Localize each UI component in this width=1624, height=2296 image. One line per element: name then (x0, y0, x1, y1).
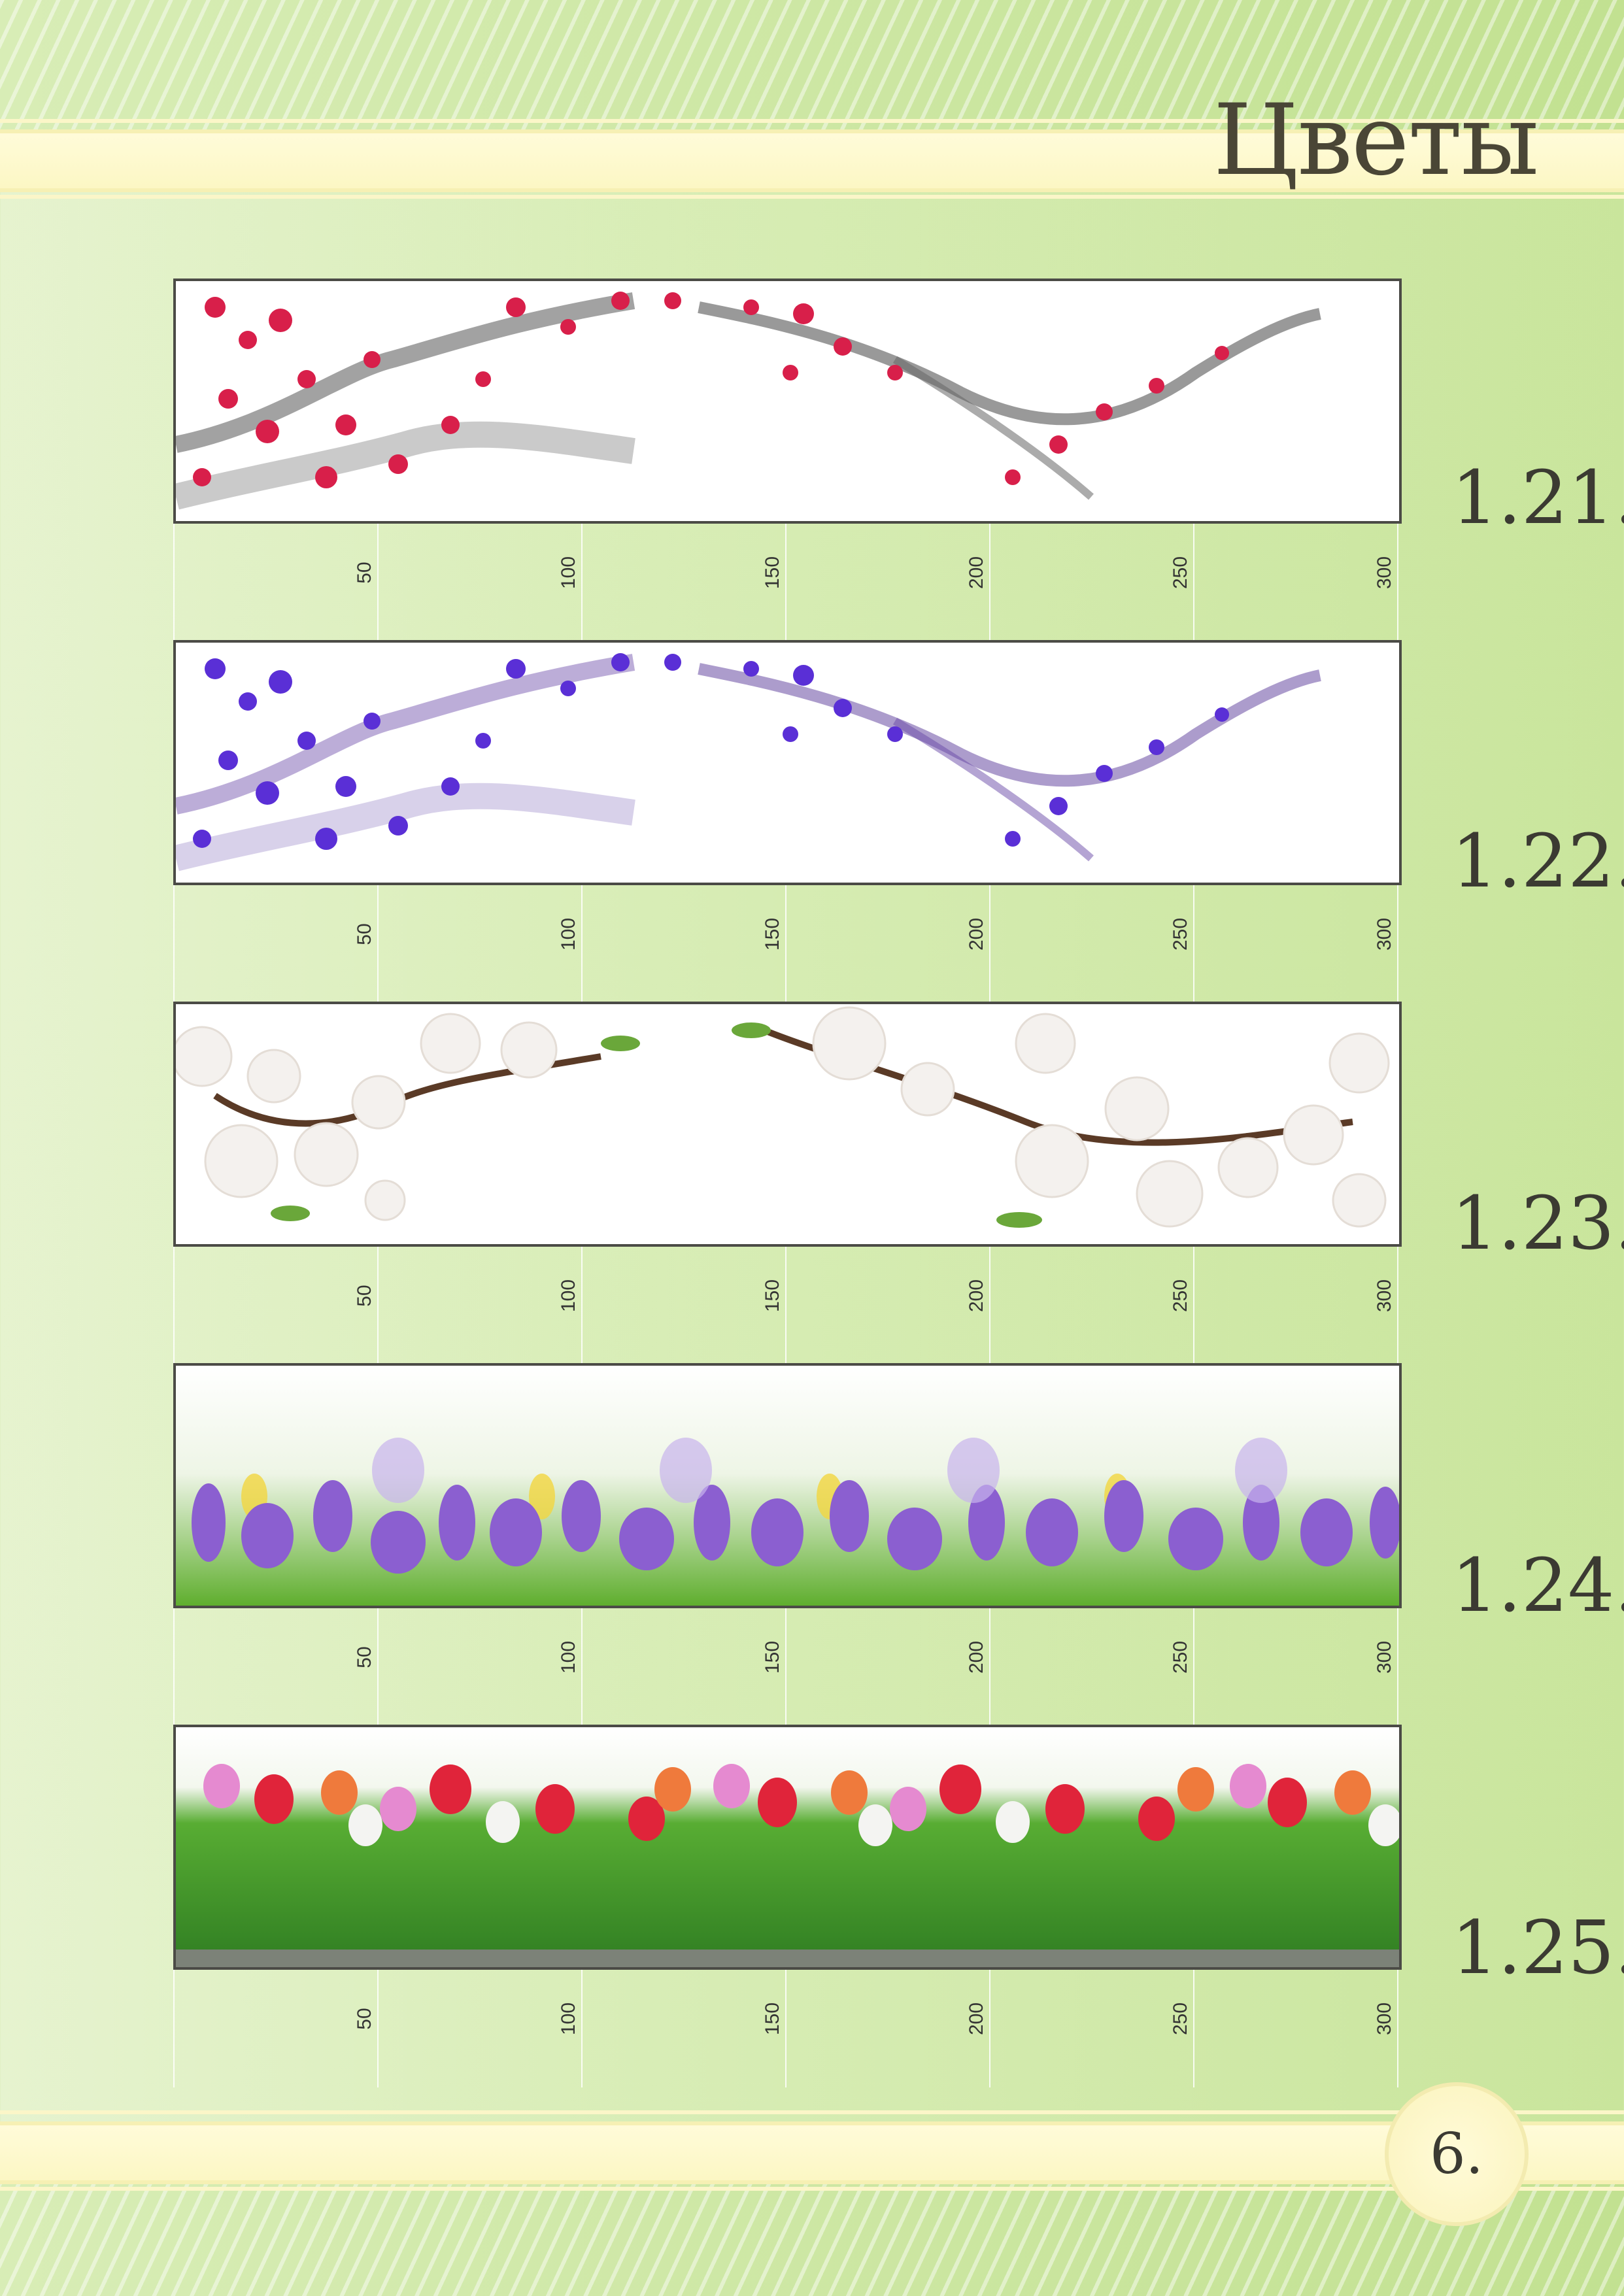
white-blossom-image (176, 1004, 1399, 1244)
bottom-stripe-lower (0, 2187, 1624, 2191)
ruler-label: 100 (558, 917, 579, 951)
top-stripe-lower (0, 195, 1624, 199)
ruler-label: 250 (1170, 917, 1191, 951)
ruler-label: 200 (966, 917, 987, 951)
ruler-label: 300 (1374, 1640, 1395, 1674)
page-title: Цветы (1213, 84, 1539, 197)
ruler-label: 250 (1170, 1640, 1191, 1674)
size-ruler-1-21: 50 100 150 200 250 300 (173, 524, 1402, 641)
ruler-label: 50 (354, 562, 375, 584)
ruler-label: 300 (1374, 2002, 1395, 2036)
page-number-badge: 6. (1385, 2082, 1529, 2226)
bottom-stripe (0, 2110, 1624, 2114)
top-stripe (0, 119, 1624, 123)
size-ruler-1-25: 50 100 150 200 250 300 (173, 1970, 1402, 2087)
size-ruler-1-22: 50 100 150 200 250 300 (173, 885, 1402, 1003)
tulip-flowers-image (176, 1727, 1399, 1967)
ruler-label: 100 (558, 1640, 579, 1674)
size-ruler-1-23: 50 100 150 200 250 300 (173, 1247, 1402, 1364)
ruler-label: 200 (966, 2002, 987, 2036)
size-ruler-1-24: 50 100 150 200 250 300 (173, 1608, 1402, 1726)
ruler-label: 200 (966, 1640, 987, 1674)
ruler-label: 150 (762, 917, 783, 951)
ruler-label: 200 (966, 1279, 987, 1313)
ruler-label: 150 (762, 1279, 783, 1313)
bottom-yellow-band (0, 2121, 1624, 2184)
wallpaper-panel-1-21[interactable] (173, 279, 1402, 524)
top-hatch-background (0, 0, 1624, 131)
item-code-1-24: 1.24. (1451, 1544, 1624, 1629)
wallpaper-panel-1-22[interactable] (173, 640, 1402, 885)
ruler-label: 150 (762, 2002, 783, 2036)
ruler-label: 100 (558, 1279, 579, 1313)
ruler-label: 150 (762, 556, 783, 590)
ruler-label: 100 (558, 556, 579, 590)
ruler-label: 150 (762, 1640, 783, 1674)
item-code-1-21: 1.21. (1451, 456, 1624, 541)
wallpaper-panel-1-23[interactable] (173, 1002, 1402, 1247)
purple-plum-blossom-image (176, 643, 1399, 883)
ruler-label: 50 (354, 923, 375, 945)
ruler-label: 300 (1374, 556, 1395, 590)
ruler-label: 250 (1170, 1279, 1191, 1313)
item-code-1-22: 1.22. (1451, 819, 1624, 904)
ruler-label: 50 (354, 1285, 375, 1307)
item-code-1-25: 1.25. (1451, 1906, 1624, 1991)
ruler-label: 50 (354, 1646, 375, 1668)
wallpaper-panel-1-25[interactable] (173, 1725, 1402, 1970)
item-code-1-23: 1.23. (1451, 1181, 1624, 1266)
page-number: 6. (1429, 2121, 1484, 2187)
ruler-label: 100 (558, 2002, 579, 2036)
ruler-label: 50 (354, 2008, 375, 2030)
top-yellow-band (0, 129, 1624, 192)
ruler-label: 200 (966, 556, 987, 590)
ruler-label: 300 (1374, 917, 1395, 951)
ruler-label: 250 (1170, 2002, 1191, 2036)
ruler-label: 250 (1170, 556, 1191, 590)
wallpaper-panel-1-24[interactable] (173, 1363, 1402, 1608)
crocus-flowers-image (176, 1366, 1399, 1606)
red-plum-blossom-image (176, 281, 1399, 521)
ruler-label: 300 (1374, 1279, 1395, 1313)
